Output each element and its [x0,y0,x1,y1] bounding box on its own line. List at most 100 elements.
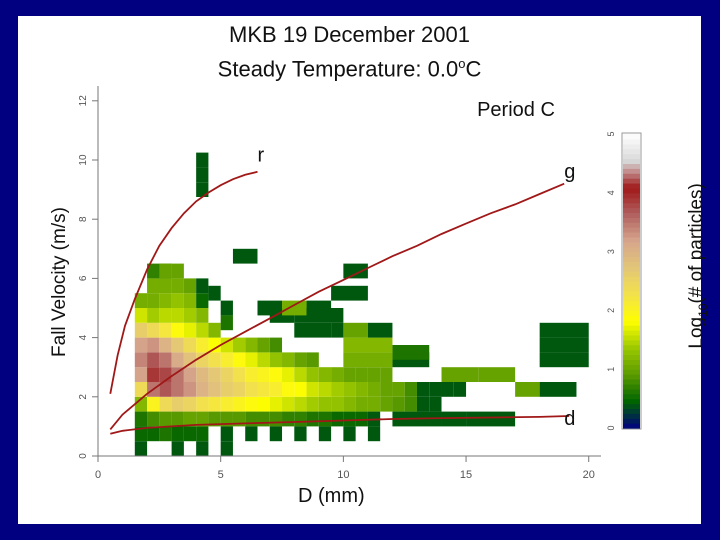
colorbar-segment [623,354,640,360]
colorbar-segment [623,236,640,243]
colorbar-segment [623,344,640,351]
colorbar-segment [623,153,640,160]
heatmap-cell [208,367,221,382]
heatmap-cell [429,382,442,397]
heatmap-cell [245,367,258,382]
curve-label-r: r [257,144,264,166]
x-tick-label: 0 [95,469,101,481]
colorbar-segment [623,281,640,287]
colorbar-tick-label: 0 [606,425,616,430]
heatmap-cell [257,352,270,368]
slide-title-line2: Steady Temperature: 0.0oC [217,56,482,82]
heatmap-cell [147,396,160,412]
colorbar-segment [623,183,640,189]
colorbar-segment [623,315,640,321]
colorbar-segment [623,241,640,248]
heatmap-cell [147,322,160,338]
heatmap-cell [343,322,368,338]
heatmap-cell [294,367,307,382]
heatmap-cell [147,337,160,353]
colorbar-segment [623,192,640,199]
heatmap-cell [183,278,197,294]
colorbar-segment [623,285,640,292]
heatmap-cell [220,441,233,456]
heatmap-cell [134,411,148,427]
heatmap-cell [392,345,430,360]
heatmap-cell [171,337,184,353]
colorbar-segment [623,339,640,346]
colorbar-tick-label: 2 [606,308,616,313]
heatmap-cell [171,278,184,294]
colorbar-segment [623,413,640,419]
heatmap-cell [183,293,197,308]
heatmap-cell [220,382,233,397]
colorbar-segment [623,403,640,409]
heatmap-cell [331,367,344,382]
colorbar-segment [623,320,640,326]
heatmap-cell [147,293,160,308]
heatmap-cell [196,278,209,294]
heatmap-cell [147,308,160,323]
heatmap-cell [159,411,172,427]
heatmap-cell [232,248,258,264]
heatmap-cell [318,411,332,427]
heatmap-cell [294,352,307,368]
heatmap-cell [196,182,209,197]
colorbar-tick-label: 5 [606,131,616,136]
heatmap-cell [269,426,283,442]
heatmap-cell [159,426,172,442]
colorbar-segment [623,423,640,429]
heatmap-cell [343,396,356,412]
colorbar-segment [623,197,640,204]
heatmap-cell [196,293,209,308]
heatmap-cell [441,367,479,382]
heatmap-cell [294,322,332,338]
colorbar-segment [623,217,640,223]
heatmap-cell [208,285,221,301]
heatmap-cell [134,426,148,442]
heatmap-cell [232,382,246,397]
heatmap-cell [220,352,233,368]
heatmap-cell [245,337,258,353]
heatmap-cell [196,152,209,168]
heatmap-cell [515,382,540,397]
heatmap-cell [343,263,368,279]
heatmap-cell [355,382,368,397]
colorbar-segment [623,393,640,400]
heatmap-cell [232,352,246,368]
heatmap-cell [183,411,197,427]
heatmap-cell [539,322,589,338]
heatmap-cell [306,300,332,316]
heatmap-cell [539,382,577,397]
heatmap-cell [220,300,233,316]
heatmap-cell [171,441,184,456]
heatmap-cell [159,352,172,368]
heatmap-cell [208,396,221,412]
colorbar-segment [623,168,640,174]
heatmap-cell [269,337,283,353]
heatmap-cell [196,322,209,338]
curve-label-g: g [564,161,575,183]
heatmap-cell [318,367,332,382]
heatmap-cell [171,426,184,442]
heatmap-cell [294,396,307,412]
colorbar-segment [623,364,640,370]
heatmap-cell [159,396,172,412]
colorbar-segment [623,212,640,218]
heatmap-cell [208,337,221,353]
heatmap-cell [416,396,430,412]
heatmap-cell [183,352,197,368]
heatmap-cell [343,426,356,442]
heatmap-cell [392,396,405,412]
heatmap-cell [318,426,332,442]
heatmap-cell [282,396,295,412]
heatmap-cell [159,308,172,323]
colorbar-segment [623,261,640,267]
heatmap-cell [232,396,246,412]
heatmap-cell [159,293,172,308]
colorbar-segment [623,276,640,282]
heatmap-cell [196,411,209,427]
colorbar-segment [623,290,640,297]
heatmap-cell [380,382,393,397]
colorbar-segment [623,232,640,238]
